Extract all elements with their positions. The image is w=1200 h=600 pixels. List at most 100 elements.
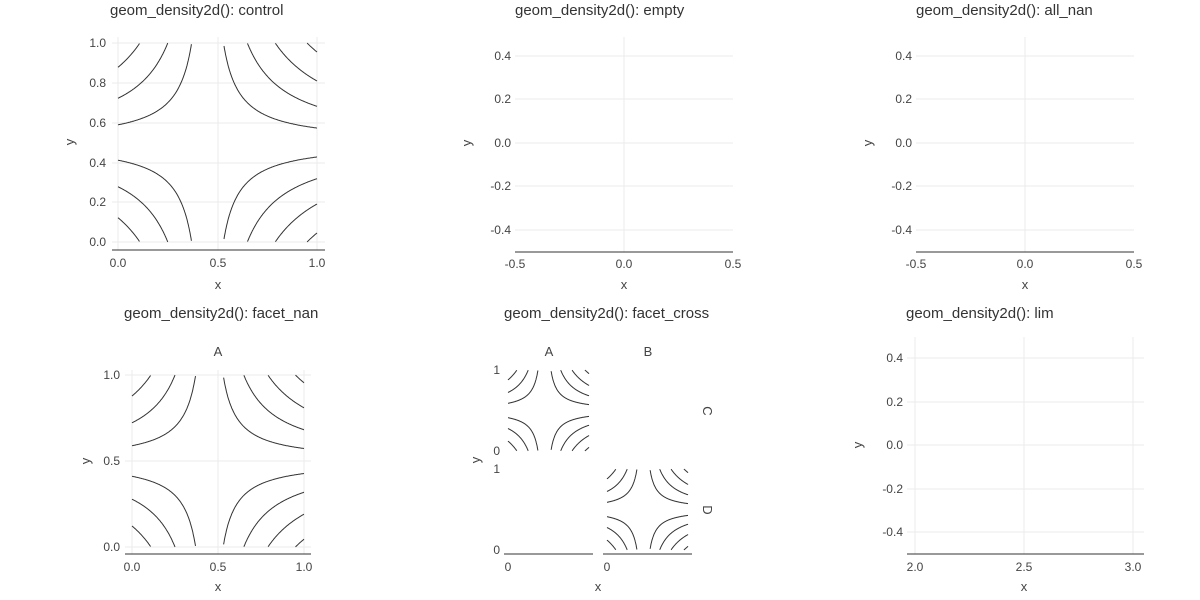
plot-area bbox=[515, 37, 733, 253]
panel-all-nan: geom_density2d(): all_nan -0.5 0.0 0.5 -… bbox=[860, 2, 1143, 292]
contour-line bbox=[649, 470, 689, 505]
contour-line bbox=[117, 44, 192, 126]
contour-line bbox=[117, 42, 169, 99]
plot-area bbox=[125, 370, 311, 555]
y-tick-label: -0.4 bbox=[490, 223, 511, 237]
contour-line bbox=[584, 446, 590, 452]
chart-title: geom_density2d(): all_nan bbox=[916, 2, 1093, 19]
x-axis-label: x bbox=[215, 277, 222, 292]
contour-line bbox=[550, 371, 590, 406]
density-contours bbox=[117, 42, 318, 243]
y-tick-label: 0.0 bbox=[89, 235, 106, 249]
y-axis-label: y bbox=[850, 441, 865, 448]
contour-line bbox=[295, 374, 305, 384]
contour-line bbox=[117, 159, 192, 241]
contour-line bbox=[606, 469, 638, 503]
panel-facet-nan: geom_density2d(): facet_nan A 0.0 0.5 1.… bbox=[78, 305, 318, 594]
contour-line bbox=[223, 377, 305, 449]
contour-line bbox=[606, 539, 617, 550]
contour-line bbox=[507, 370, 518, 381]
contour-line bbox=[223, 45, 317, 129]
facet-row-label: D bbox=[700, 505, 715, 514]
density-contours bbox=[131, 374, 305, 548]
contour-line bbox=[117, 186, 169, 243]
chart-title: geom_density2d(): facet_nan bbox=[124, 305, 318, 322]
contour-line bbox=[131, 525, 152, 547]
y-tick-label: 0 bbox=[493, 444, 500, 458]
contour-line bbox=[659, 523, 689, 550]
y-tick-label: 0.2 bbox=[89, 195, 106, 209]
x-tick-label: 0.5 bbox=[1126, 257, 1143, 271]
x-tick-label: 2.5 bbox=[1016, 560, 1033, 574]
x-tick-label: -0.5 bbox=[505, 257, 526, 271]
y-tick-label: 0.4 bbox=[89, 156, 106, 170]
y-tick-label: 0.8 bbox=[89, 76, 106, 90]
density-contours-B-D bbox=[606, 468, 689, 551]
x-axis-label: x bbox=[595, 579, 602, 594]
x-tick-label: 1.0 bbox=[309, 256, 326, 270]
contour-line bbox=[683, 545, 689, 551]
contour-line bbox=[247, 178, 318, 242]
y-tick-label: 0.4 bbox=[886, 351, 903, 365]
facet-row-label: C bbox=[700, 406, 715, 415]
x-tick-label: 0.0 bbox=[110, 256, 127, 270]
y-axis-label: y bbox=[62, 138, 77, 145]
contour-line bbox=[275, 42, 318, 82]
y-axis-label: y bbox=[468, 456, 483, 463]
y-tick-label: 0.0 bbox=[103, 540, 120, 554]
contour-line bbox=[507, 369, 529, 393]
contour-line bbox=[606, 469, 617, 480]
y-tick-label: 0.2 bbox=[494, 92, 511, 106]
contour-line bbox=[223, 156, 317, 240]
y-tick-label: 1 bbox=[493, 462, 500, 476]
y-tick-label: 0.2 bbox=[895, 92, 912, 106]
y-tick-label: 0.0 bbox=[494, 136, 511, 150]
x-axis-label: x bbox=[1022, 277, 1029, 292]
x-tick-label: 0.5 bbox=[725, 257, 742, 271]
density-contours-A-C bbox=[507, 369, 590, 452]
contour-line bbox=[683, 468, 689, 474]
y-tick-label: 0.0 bbox=[886, 438, 903, 452]
plot-area bbox=[907, 337, 1144, 555]
y-tick-label: 0.0 bbox=[895, 136, 912, 150]
contour-line bbox=[131, 498, 176, 548]
contour-line bbox=[507, 428, 529, 452]
y-tick-label: -0.4 bbox=[882, 525, 903, 539]
y-tick-label: 1 bbox=[493, 363, 500, 377]
x-tick-label: 2.0 bbox=[907, 560, 924, 574]
contour-line bbox=[507, 370, 539, 404]
contour-line bbox=[247, 43, 318, 107]
x-tick-label: 0.5 bbox=[210, 560, 227, 574]
x-tick-label: 0.0 bbox=[616, 257, 633, 271]
contour-line bbox=[131, 375, 152, 397]
y-tick-label: -0.2 bbox=[490, 179, 511, 193]
contour-line bbox=[243, 491, 305, 547]
y-tick-label: 0 bbox=[493, 543, 500, 557]
plot-area bbox=[916, 37, 1134, 253]
contour-line bbox=[670, 468, 689, 485]
y-tick-label: 0.5 bbox=[103, 454, 120, 468]
x-tick-label: 0 bbox=[604, 560, 611, 574]
contour-line bbox=[267, 513, 305, 547]
contour-line bbox=[117, 43, 140, 68]
x-tick-label: 0.5 bbox=[210, 256, 227, 270]
y-tick-label: 0.4 bbox=[895, 49, 912, 63]
x-tick-label: -0.5 bbox=[906, 257, 927, 271]
contour-line bbox=[571, 369, 590, 386]
y-tick-label: 0.6 bbox=[89, 116, 106, 130]
contour-line bbox=[243, 375, 305, 431]
contour-line bbox=[223, 473, 305, 545]
facet-strip-label: A bbox=[214, 344, 223, 359]
y-tick-label: 0.2 bbox=[886, 395, 903, 409]
y-tick-label: 1.0 bbox=[89, 36, 106, 50]
x-tick-label: 3.0 bbox=[1125, 560, 1142, 574]
contour-line bbox=[560, 370, 590, 397]
contour-line bbox=[295, 538, 305, 548]
contour-line bbox=[117, 217, 140, 242]
contour-line bbox=[606, 516, 638, 550]
contour-line bbox=[131, 475, 196, 546]
y-axis-label: y bbox=[459, 139, 474, 146]
contour-line bbox=[507, 417, 539, 451]
y-axis-label: y bbox=[860, 139, 875, 146]
